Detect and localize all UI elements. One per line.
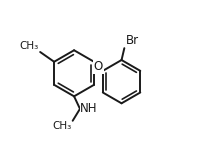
- Text: CH₃: CH₃: [20, 41, 39, 51]
- Text: NH: NH: [80, 102, 98, 115]
- Text: CH₃: CH₃: [53, 121, 72, 131]
- Text: O: O: [94, 60, 103, 73]
- Text: Br: Br: [126, 34, 139, 48]
